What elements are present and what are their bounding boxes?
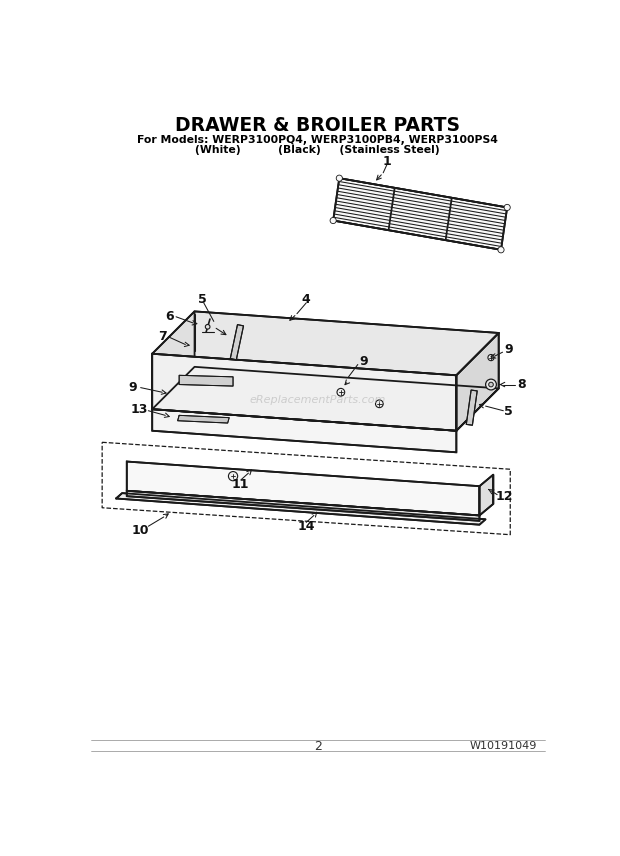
Polygon shape xyxy=(177,415,229,423)
Text: 14: 14 xyxy=(298,520,315,533)
Circle shape xyxy=(330,217,336,223)
Text: 7: 7 xyxy=(158,330,167,343)
Text: 9: 9 xyxy=(128,381,137,394)
Text: W10191049: W10191049 xyxy=(470,741,537,752)
Polygon shape xyxy=(152,354,456,431)
Text: eReplacementParts.com: eReplacementParts.com xyxy=(250,395,386,405)
Text: For Models: WERP3100PQ4, WERP3100PB4, WERP3100PS4: For Models: WERP3100PQ4, WERP3100PB4, WE… xyxy=(137,134,498,145)
Text: 12: 12 xyxy=(495,490,513,502)
Text: 1: 1 xyxy=(383,155,391,168)
Text: 11: 11 xyxy=(232,479,249,491)
Polygon shape xyxy=(333,178,507,250)
Text: 8: 8 xyxy=(518,378,526,391)
Polygon shape xyxy=(116,493,485,525)
Text: 10: 10 xyxy=(132,525,149,538)
Polygon shape xyxy=(126,490,479,520)
Text: 4: 4 xyxy=(302,294,311,306)
Text: 9: 9 xyxy=(505,343,513,356)
Text: 6: 6 xyxy=(166,310,174,324)
Text: (White)          (Black)     (Stainless Steel): (White) (Black) (Stainless Steel) xyxy=(195,145,440,155)
Polygon shape xyxy=(466,390,477,425)
Circle shape xyxy=(488,354,494,360)
Polygon shape xyxy=(126,461,479,515)
Circle shape xyxy=(337,389,345,396)
Polygon shape xyxy=(479,474,494,515)
Circle shape xyxy=(504,205,510,211)
Text: 2: 2 xyxy=(314,740,322,753)
Text: 5: 5 xyxy=(198,294,206,306)
Polygon shape xyxy=(456,333,498,431)
Circle shape xyxy=(336,175,342,181)
Circle shape xyxy=(228,472,237,481)
Text: 13: 13 xyxy=(130,402,148,416)
Circle shape xyxy=(376,400,383,407)
Polygon shape xyxy=(230,324,244,360)
Circle shape xyxy=(498,247,504,253)
Polygon shape xyxy=(152,312,195,409)
Text: DRAWER & BROILER PARTS: DRAWER & BROILER PARTS xyxy=(175,116,460,135)
Polygon shape xyxy=(179,375,233,386)
Polygon shape xyxy=(152,409,456,452)
Text: 5: 5 xyxy=(504,405,513,418)
Polygon shape xyxy=(152,312,498,431)
Circle shape xyxy=(485,379,497,390)
Circle shape xyxy=(489,383,494,387)
Polygon shape xyxy=(195,312,498,389)
Text: 9: 9 xyxy=(360,355,368,368)
Circle shape xyxy=(205,324,210,329)
